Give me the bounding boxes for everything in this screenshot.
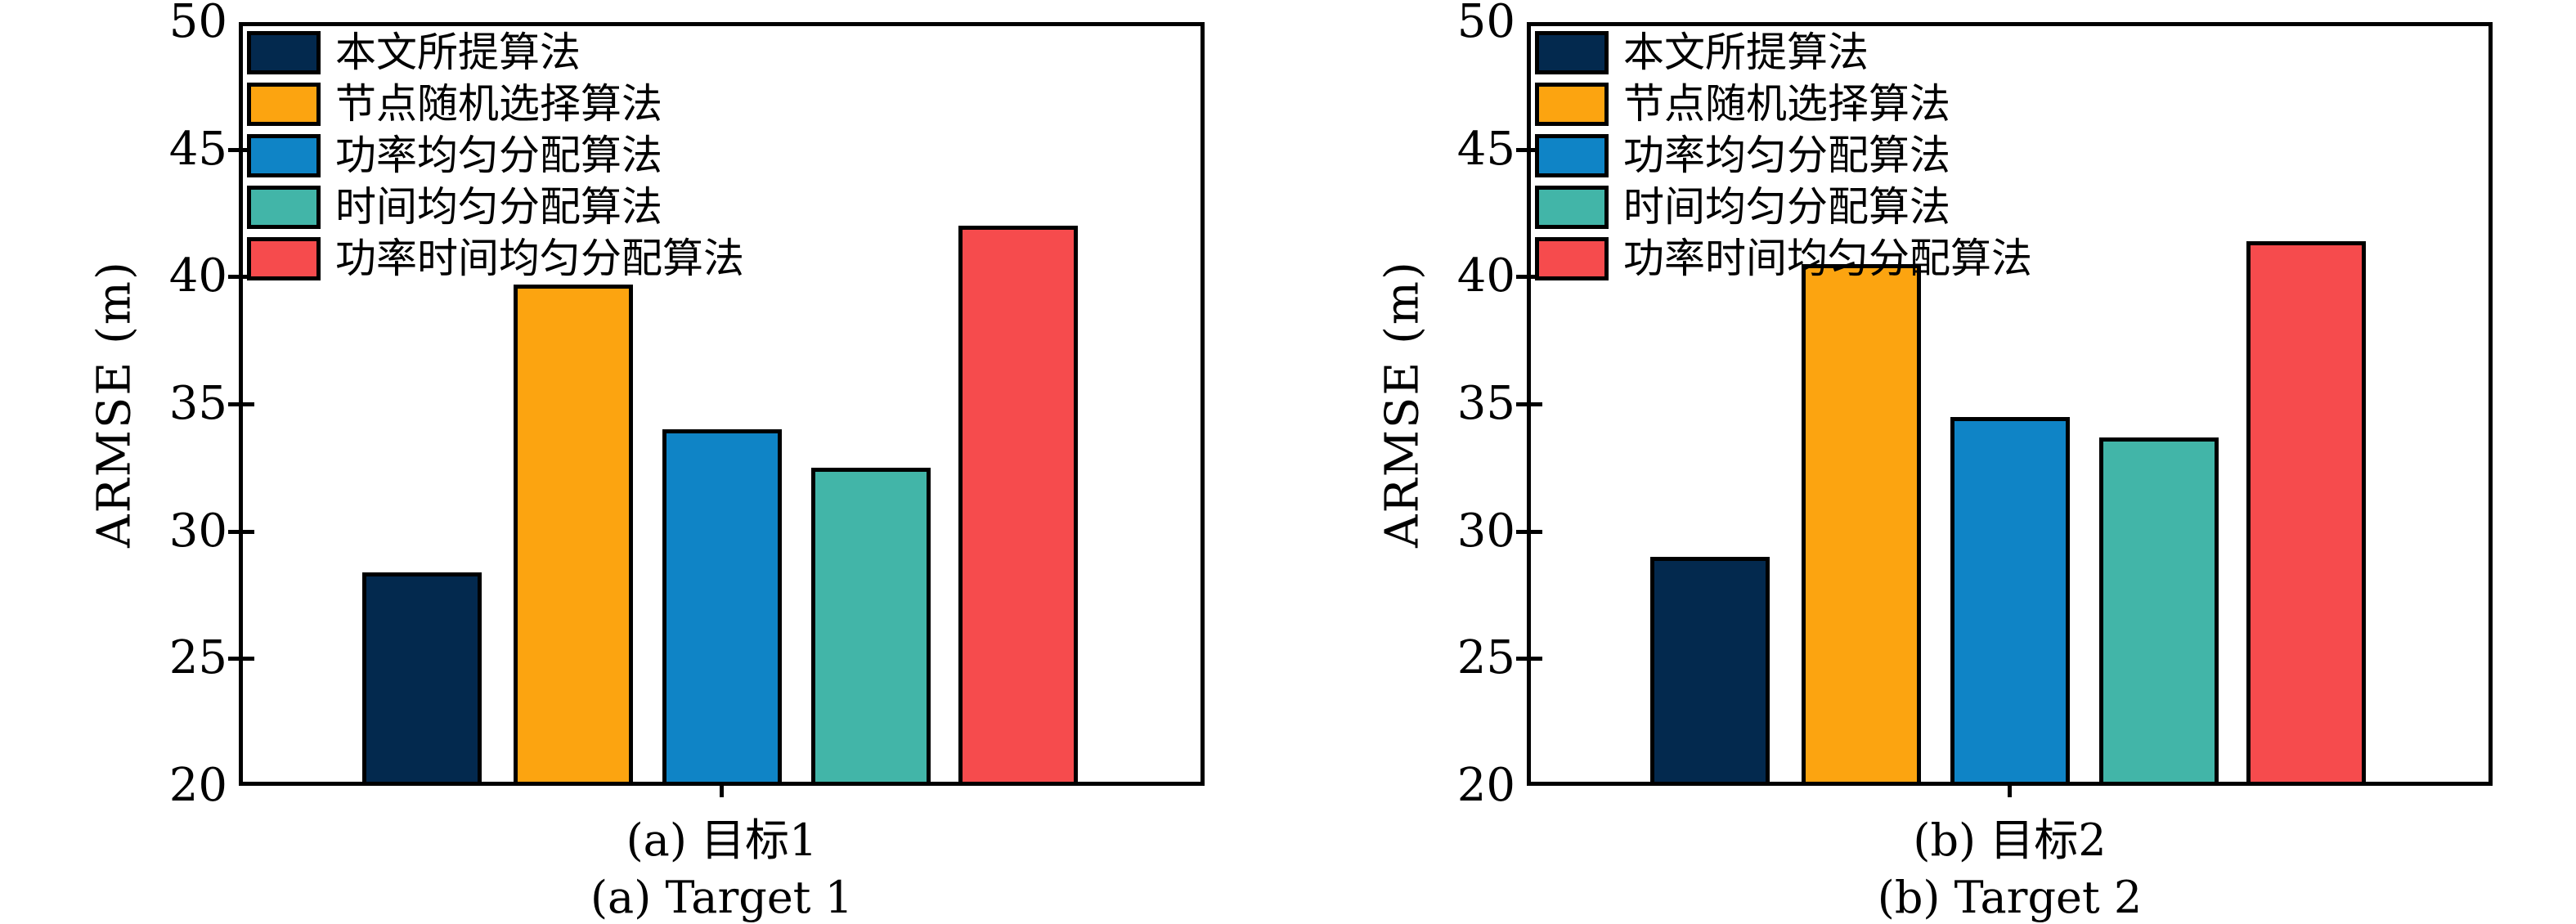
legend-swatch-teal <box>1535 186 1609 229</box>
plot-area: 本文所提算法 节点随机选择算法 功率均匀分配算法 时间均匀分配算法 功率时间均匀… <box>228 22 1205 797</box>
legend-item: 功率均匀分配算法 <box>247 134 662 177</box>
bar-proposed-algorithm <box>1650 556 1770 786</box>
y-tick-mark <box>1516 657 1542 661</box>
legend-item: 功率均匀分配算法 <box>1535 134 1950 177</box>
caption-english: (a) Target 1 <box>590 872 854 923</box>
legend-label: 时间均匀分配算法 <box>335 183 662 231</box>
y-tick-label-20: 20 <box>1456 759 1515 812</box>
x-tick-mark <box>2008 786 2012 797</box>
legend-item: 本文所提算法 <box>1535 31 1869 74</box>
y-tick-mark <box>228 275 254 279</box>
bar-proposed-algorithm <box>362 572 482 786</box>
legend-swatch-blue <box>247 134 321 177</box>
legend-label: 功率时间均匀分配算法 <box>1623 235 2032 282</box>
legend-item: 时间均匀分配算法 <box>1535 186 1950 229</box>
legend-label: 节点随机选择算法 <box>1623 80 1950 128</box>
legend-label: 功率均匀分配算法 <box>1623 132 1950 179</box>
y-tick-label-35: 35 <box>168 377 227 430</box>
bar-uniform-power-time-allocation <box>958 226 1078 786</box>
y-tick-label-35: 35 <box>1456 377 1515 430</box>
legend-item: 时间均匀分配算法 <box>247 186 662 229</box>
y-tick-label-50: 50 <box>168 0 227 48</box>
y-tick-mark <box>1516 530 1542 534</box>
chart-panel-target-2: ARMSE (m) 50 45 40 35 30 25 20 本文所提算法 节点… <box>1288 0 2576 923</box>
legend-swatch-navy <box>1535 31 1609 74</box>
y-tick-label-30: 30 <box>1456 505 1515 558</box>
bar-uniform-power-time-allocation <box>2246 240 2366 786</box>
legend-swatch-red <box>247 237 321 280</box>
y-tick-label-45: 45 <box>1456 123 1515 176</box>
y-tick-mark <box>228 530 254 534</box>
plot-area: 本文所提算法 节点随机选择算法 功率均匀分配算法 时间均匀分配算法 功率时间均匀… <box>1516 22 2493 797</box>
y-tick-mark <box>1516 402 1542 406</box>
x-tick-mark <box>720 786 724 797</box>
legend-item: 功率时间均匀分配算法 <box>247 237 744 280</box>
legend-item: 节点随机选择算法 <box>247 83 662 126</box>
legend-swatch-teal <box>247 186 321 229</box>
y-tick-mark <box>228 148 254 152</box>
y-tick-label-30: 30 <box>168 505 227 558</box>
caption-chinese: (a) 目标1 <box>626 814 818 866</box>
legend-label: 时间均匀分配算法 <box>1623 183 1950 231</box>
legend-label: 本文所提算法 <box>1623 29 1869 76</box>
caption-chinese: (b) 目标2 <box>1913 814 2107 866</box>
legend-swatch-red <box>1535 237 1609 280</box>
y-tick-mark <box>1516 148 1542 152</box>
legend-label: 节点随机选择算法 <box>335 80 662 128</box>
y-tick-label-20: 20 <box>168 759 227 812</box>
legend-swatch-orange <box>247 83 321 126</box>
y-tick-label-25: 25 <box>1456 631 1515 684</box>
legend-swatch-orange <box>1535 83 1609 126</box>
legend-label: 本文所提算法 <box>335 29 581 76</box>
chart-panel-target-1: ARMSE (m) 50 45 40 35 30 25 20 本文所提算法 节点… <box>0 0 1288 923</box>
legend-swatch-blue <box>1535 134 1609 177</box>
bar-uniform-time-allocation <box>2099 437 2219 786</box>
y-tick-mark <box>1516 275 1542 279</box>
y-tick-label-45: 45 <box>168 123 227 176</box>
legend-label: 功率时间均匀分配算法 <box>335 235 744 282</box>
legend-item: 本文所提算法 <box>247 31 581 74</box>
bar-random-node-selection <box>514 284 633 786</box>
caption-english: (b) Target 2 <box>1877 872 2143 923</box>
y-tick-label-40: 40 <box>1456 249 1515 303</box>
y-tick-label-50: 50 <box>1456 0 1515 48</box>
y-tick-label-25: 25 <box>168 631 227 684</box>
bar-uniform-power-allocation <box>662 429 782 786</box>
bar-uniform-power-allocation <box>1950 416 2070 786</box>
y-tick-mark <box>228 657 254 661</box>
legend-item: 功率时间均匀分配算法 <box>1535 237 2032 280</box>
y-tick-mark <box>228 402 254 406</box>
bar-uniform-time-allocation <box>811 467 931 786</box>
bar-random-node-selection <box>1802 263 1921 786</box>
legend-label: 功率均匀分配算法 <box>335 132 662 179</box>
legend-swatch-navy <box>247 31 321 74</box>
legend-item: 节点随机选择算法 <box>1535 83 1950 126</box>
y-tick-label-40: 40 <box>168 249 227 303</box>
